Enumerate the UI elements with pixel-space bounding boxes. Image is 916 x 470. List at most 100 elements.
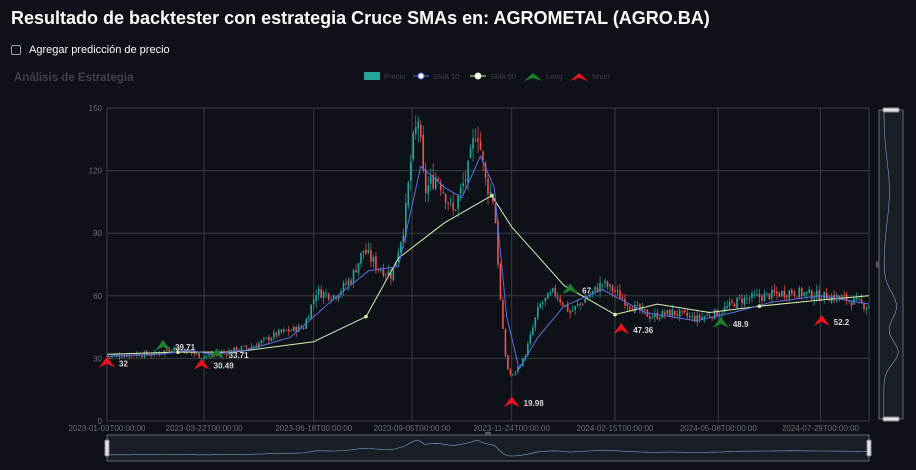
candle[interactable] xyxy=(554,284,557,299)
candle[interactable] xyxy=(360,252,362,268)
candle[interactable] xyxy=(260,339,263,346)
candle[interactable] xyxy=(287,326,290,336)
candle[interactable] xyxy=(756,288,758,297)
candle[interactable] xyxy=(761,294,763,305)
price-series[interactable] xyxy=(106,115,870,377)
candle[interactable] xyxy=(569,309,571,319)
candle[interactable] xyxy=(599,276,601,298)
strategy-chart[interactable]: Análisis de Estrategia Precio SMA 10 SMA 5… xyxy=(0,64,916,470)
candle[interactable] xyxy=(327,292,330,302)
checkbox-box[interactable] xyxy=(11,45,21,55)
candle[interactable] xyxy=(651,313,654,320)
candle[interactable] xyxy=(606,280,609,290)
long-signal[interactable]: 39.71 xyxy=(155,339,196,352)
candle[interactable] xyxy=(666,309,669,317)
candle[interactable] xyxy=(619,284,621,299)
candle[interactable] xyxy=(654,308,656,323)
candle[interactable] xyxy=(307,314,310,320)
candle[interactable] xyxy=(798,285,801,299)
candle[interactable] xyxy=(539,301,542,309)
candle[interactable] xyxy=(337,295,340,302)
candle[interactable] xyxy=(574,305,576,315)
candle[interactable] xyxy=(459,183,462,202)
candle[interactable] xyxy=(803,291,806,298)
candle[interactable] xyxy=(716,308,718,317)
candle[interactable] xyxy=(763,289,766,302)
vertical-slider-grip[interactable] xyxy=(876,261,879,268)
candle[interactable] xyxy=(278,328,280,337)
candle[interactable] xyxy=(566,301,569,313)
candle[interactable] xyxy=(410,154,412,191)
candle[interactable] xyxy=(417,116,420,143)
candle[interactable] xyxy=(273,329,275,341)
candle[interactable] xyxy=(350,277,352,286)
candle[interactable] xyxy=(317,284,320,301)
candle[interactable] xyxy=(387,265,390,276)
candle[interactable] xyxy=(865,306,868,315)
short-signal[interactable]: 30.49 xyxy=(193,358,235,371)
candle[interactable] xyxy=(813,292,816,306)
candle[interactable] xyxy=(731,298,733,306)
candle[interactable] xyxy=(265,336,268,340)
candle[interactable] xyxy=(786,294,788,303)
candle[interactable] xyxy=(768,292,771,301)
candle[interactable] xyxy=(444,193,447,210)
candle[interactable] xyxy=(432,163,435,190)
short-signal[interactable]: 47.36 xyxy=(613,323,654,335)
candle[interactable] xyxy=(686,308,689,321)
candle[interactable] xyxy=(626,302,629,312)
vertical-slider-track[interactable] xyxy=(878,109,904,420)
candle[interactable] xyxy=(295,325,298,337)
candle[interactable] xyxy=(778,291,781,298)
candle[interactable] xyxy=(253,344,255,348)
candle[interactable] xyxy=(427,175,430,203)
prediction-checkbox[interactable]: Agregar predicción de precio xyxy=(11,44,170,56)
candle[interactable] xyxy=(795,296,798,298)
candle[interactable] xyxy=(751,290,753,303)
candle[interactable] xyxy=(290,328,293,332)
candle[interactable] xyxy=(205,355,208,360)
candle[interactable] xyxy=(243,345,245,348)
candle[interactable] xyxy=(419,120,422,143)
candle[interactable] xyxy=(661,309,664,319)
candle[interactable] xyxy=(793,289,796,299)
candle[interactable] xyxy=(738,294,741,301)
candle[interactable] xyxy=(746,293,748,305)
candle[interactable] xyxy=(315,289,317,308)
candle[interactable] xyxy=(534,317,537,332)
candle[interactable] xyxy=(407,180,410,210)
candle[interactable] xyxy=(766,292,768,297)
candle[interactable] xyxy=(713,308,716,320)
candle[interactable] xyxy=(312,293,315,310)
candle[interactable] xyxy=(616,285,619,296)
candle[interactable] xyxy=(736,297,738,310)
candle[interactable] xyxy=(544,297,547,307)
candle[interactable] xyxy=(195,352,198,356)
candle[interactable] xyxy=(482,149,484,171)
candle[interactable] xyxy=(392,267,395,282)
candle[interactable] xyxy=(561,300,564,307)
candle[interactable] xyxy=(464,170,467,190)
candle[interactable] xyxy=(452,193,454,216)
short-signal[interactable]: 19.98 xyxy=(503,396,545,408)
candle[interactable] xyxy=(457,193,459,218)
range-slider-left-handle[interactable] xyxy=(104,439,110,457)
candle[interactable] xyxy=(733,302,736,308)
candle[interactable] xyxy=(791,288,793,296)
legend-item[interactable]: Precio xyxy=(364,72,405,81)
candle[interactable] xyxy=(469,143,472,159)
candle[interactable] xyxy=(352,268,355,289)
candle[interactable] xyxy=(285,329,288,332)
candle[interactable] xyxy=(310,304,312,321)
vertical-range-slider[interactable] xyxy=(876,107,904,422)
candle[interactable] xyxy=(823,291,825,305)
legend-item[interactable]: SMA 10 xyxy=(413,72,459,81)
candle[interactable] xyxy=(175,347,178,351)
candle[interactable] xyxy=(255,342,258,347)
candle[interactable] xyxy=(454,209,457,212)
candle[interactable] xyxy=(596,282,599,293)
candle[interactable] xyxy=(773,283,776,297)
candle[interactable] xyxy=(678,307,681,322)
chart-legend[interactable]: Precio SMA 10 SMA 50 Long Short xyxy=(364,72,611,81)
candle[interactable] xyxy=(541,299,544,310)
